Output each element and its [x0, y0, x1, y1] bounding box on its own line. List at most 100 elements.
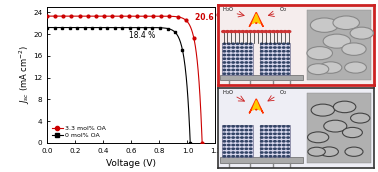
Circle shape [260, 31, 264, 33]
Circle shape [278, 54, 280, 56]
Circle shape [241, 58, 243, 59]
Bar [220, 157, 302, 163]
Circle shape [236, 51, 239, 52]
Circle shape [265, 47, 267, 48]
Polygon shape [249, 12, 263, 27]
Circle shape [278, 73, 280, 74]
Circle shape [278, 152, 280, 153]
Bar [307, 10, 371, 80]
Circle shape [345, 62, 366, 73]
Circle shape [282, 141, 285, 142]
Circle shape [241, 62, 243, 63]
Circle shape [241, 126, 243, 127]
Circle shape [232, 130, 234, 131]
Circle shape [274, 156, 276, 157]
Circle shape [319, 62, 342, 73]
Circle shape [228, 54, 230, 56]
Circle shape [265, 43, 267, 44]
Circle shape [265, 69, 267, 71]
Circle shape [278, 130, 280, 131]
Circle shape [236, 156, 239, 157]
Circle shape [274, 47, 276, 48]
Circle shape [236, 47, 239, 48]
Circle shape [287, 141, 289, 142]
Circle shape [228, 148, 230, 149]
Circle shape [236, 54, 239, 56]
Circle shape [282, 66, 285, 67]
Circle shape [282, 43, 285, 44]
Circle shape [245, 66, 248, 67]
Circle shape [265, 156, 267, 157]
Circle shape [249, 152, 252, 153]
Circle shape [249, 73, 252, 74]
Circle shape [282, 69, 285, 71]
Circle shape [287, 54, 289, 56]
Text: O$_2$: O$_2$ [279, 88, 287, 97]
Circle shape [260, 141, 263, 142]
Circle shape [223, 148, 226, 149]
Bar [307, 93, 371, 163]
Circle shape [241, 133, 243, 135]
Circle shape [323, 34, 350, 48]
Circle shape [228, 130, 230, 131]
Circle shape [228, 66, 230, 67]
Circle shape [236, 152, 239, 153]
Circle shape [223, 66, 226, 67]
Circle shape [245, 152, 248, 153]
Circle shape [265, 141, 267, 142]
Circle shape [249, 69, 252, 71]
Circle shape [236, 66, 239, 67]
Circle shape [237, 31, 241, 33]
Circle shape [274, 137, 276, 138]
Circle shape [241, 69, 243, 71]
Circle shape [236, 62, 239, 63]
Circle shape [282, 144, 285, 146]
Legend: 3.3 mol% OA, 0 mol% OA: 3.3 mol% OA, 0 mol% OA [50, 125, 107, 140]
Circle shape [265, 126, 267, 127]
Circle shape [269, 43, 272, 44]
Circle shape [278, 51, 280, 52]
Circle shape [245, 73, 248, 74]
Circle shape [249, 31, 253, 33]
Circle shape [269, 144, 272, 146]
Text: H$_2$O: H$_2$O [222, 88, 234, 97]
Circle shape [245, 62, 248, 63]
Circle shape [260, 152, 263, 153]
Circle shape [276, 31, 279, 33]
Circle shape [287, 66, 289, 67]
Circle shape [274, 66, 276, 67]
Circle shape [245, 126, 248, 127]
Circle shape [228, 137, 230, 138]
Circle shape [249, 43, 252, 44]
Bar [260, 43, 290, 75]
Circle shape [269, 141, 272, 142]
Circle shape [249, 130, 252, 131]
Circle shape [223, 62, 226, 63]
Circle shape [223, 130, 226, 131]
Circle shape [228, 144, 230, 146]
Circle shape [223, 69, 226, 71]
Circle shape [260, 66, 263, 67]
Circle shape [223, 73, 226, 74]
Circle shape [308, 132, 329, 143]
Circle shape [245, 51, 248, 52]
Circle shape [287, 126, 289, 127]
Circle shape [269, 62, 272, 63]
Circle shape [241, 152, 243, 153]
Circle shape [245, 43, 248, 44]
Circle shape [274, 51, 276, 52]
Circle shape [260, 43, 263, 44]
Circle shape [287, 152, 289, 153]
Circle shape [241, 144, 243, 146]
Circle shape [232, 137, 234, 138]
Circle shape [260, 62, 263, 63]
Circle shape [241, 141, 243, 142]
Circle shape [236, 126, 239, 127]
Circle shape [223, 43, 226, 44]
Circle shape [265, 152, 267, 153]
Circle shape [274, 152, 276, 153]
Circle shape [232, 66, 234, 67]
Circle shape [241, 156, 243, 157]
Circle shape [232, 51, 234, 52]
Bar [222, 125, 253, 157]
